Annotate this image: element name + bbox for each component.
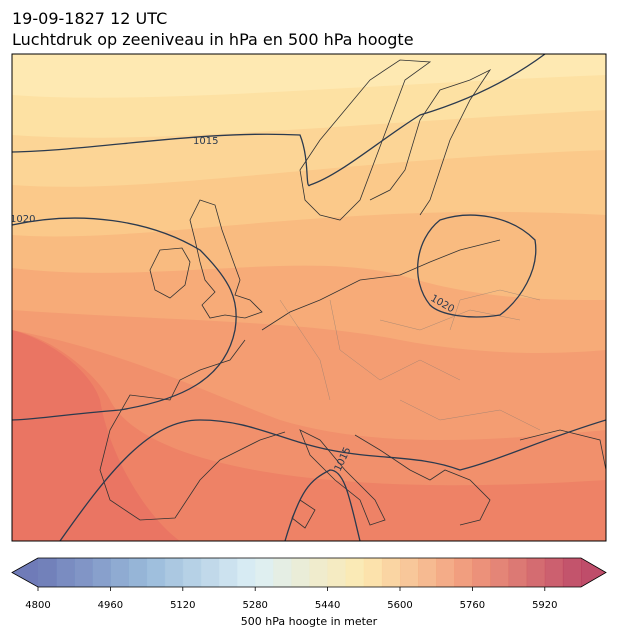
colorbar-segment (273, 558, 292, 587)
colorbar-segment (508, 558, 528, 587)
colorbar-segment (418, 558, 437, 587)
colorbar-segment (454, 558, 473, 587)
map-frame (11, 53, 607, 542)
colorbar-segment (472, 558, 491, 587)
colorbar-segment (526, 558, 546, 587)
colorbar-segment (38, 558, 57, 587)
colorbar-extend-low (12, 558, 38, 587)
colorbar-segment (237, 558, 256, 587)
colorbar-segment (400, 558, 419, 587)
subtitle: Luchtdruk op zeeniveau in hPa en 500 hPa… (12, 30, 414, 49)
colorbar: 4800 4960 5120 5280 5440 5600 5760 5920 (11, 557, 607, 611)
colorbar-extend-high (581, 558, 606, 587)
map: 1015 1020 1020 1015 (10, 54, 606, 541)
colorbar-tick-label: 5760 (460, 600, 485, 611)
colorbar-tick-label: 5120 (170, 600, 195, 611)
colorbar-segment (164, 558, 184, 587)
colorbar-segment (309, 558, 329, 587)
colorbar-segment (219, 558, 238, 587)
colorbar-label: 500 hPa hoogte in meter (241, 615, 378, 628)
colorbar-frame (11, 557, 607, 588)
colorbar-segment (74, 558, 93, 587)
colorbar-tick-label: 5920 (532, 600, 557, 611)
colorbar-segment (436, 558, 455, 587)
isobar-label: 1020 (10, 214, 35, 225)
colorbar-segment (128, 558, 148, 587)
colorbar-segment (182, 558, 202, 587)
colorbar-segment (56, 558, 75, 587)
colorbar-segment (291, 558, 310, 587)
colorbar-tick-label: 4800 (25, 600, 50, 611)
colorbar-segment (490, 558, 510, 587)
colorbar-segment (544, 558, 564, 587)
colorbar-segment (345, 558, 365, 587)
colorbar-tick-label: 5600 (387, 600, 412, 611)
colorbar-segment (255, 558, 274, 587)
colorbar-segment (200, 558, 220, 587)
colorbar-segment (92, 558, 111, 587)
colorbar-tick-label: 5440 (315, 600, 340, 611)
isobar-label: 1015 (193, 136, 218, 147)
title: 19-09-1827 12 UTC (12, 9, 167, 28)
colorbar-segment (110, 558, 129, 587)
colorbar-segment (381, 558, 401, 587)
colorbar-segment (363, 558, 383, 587)
colorbar-tick-label: 5280 (242, 600, 267, 611)
colorbar-segment (327, 558, 347, 587)
colorbar-segment (562, 558, 582, 587)
colorbar-segment (146, 558, 166, 587)
colorbar-tick-label: 4960 (98, 600, 123, 611)
